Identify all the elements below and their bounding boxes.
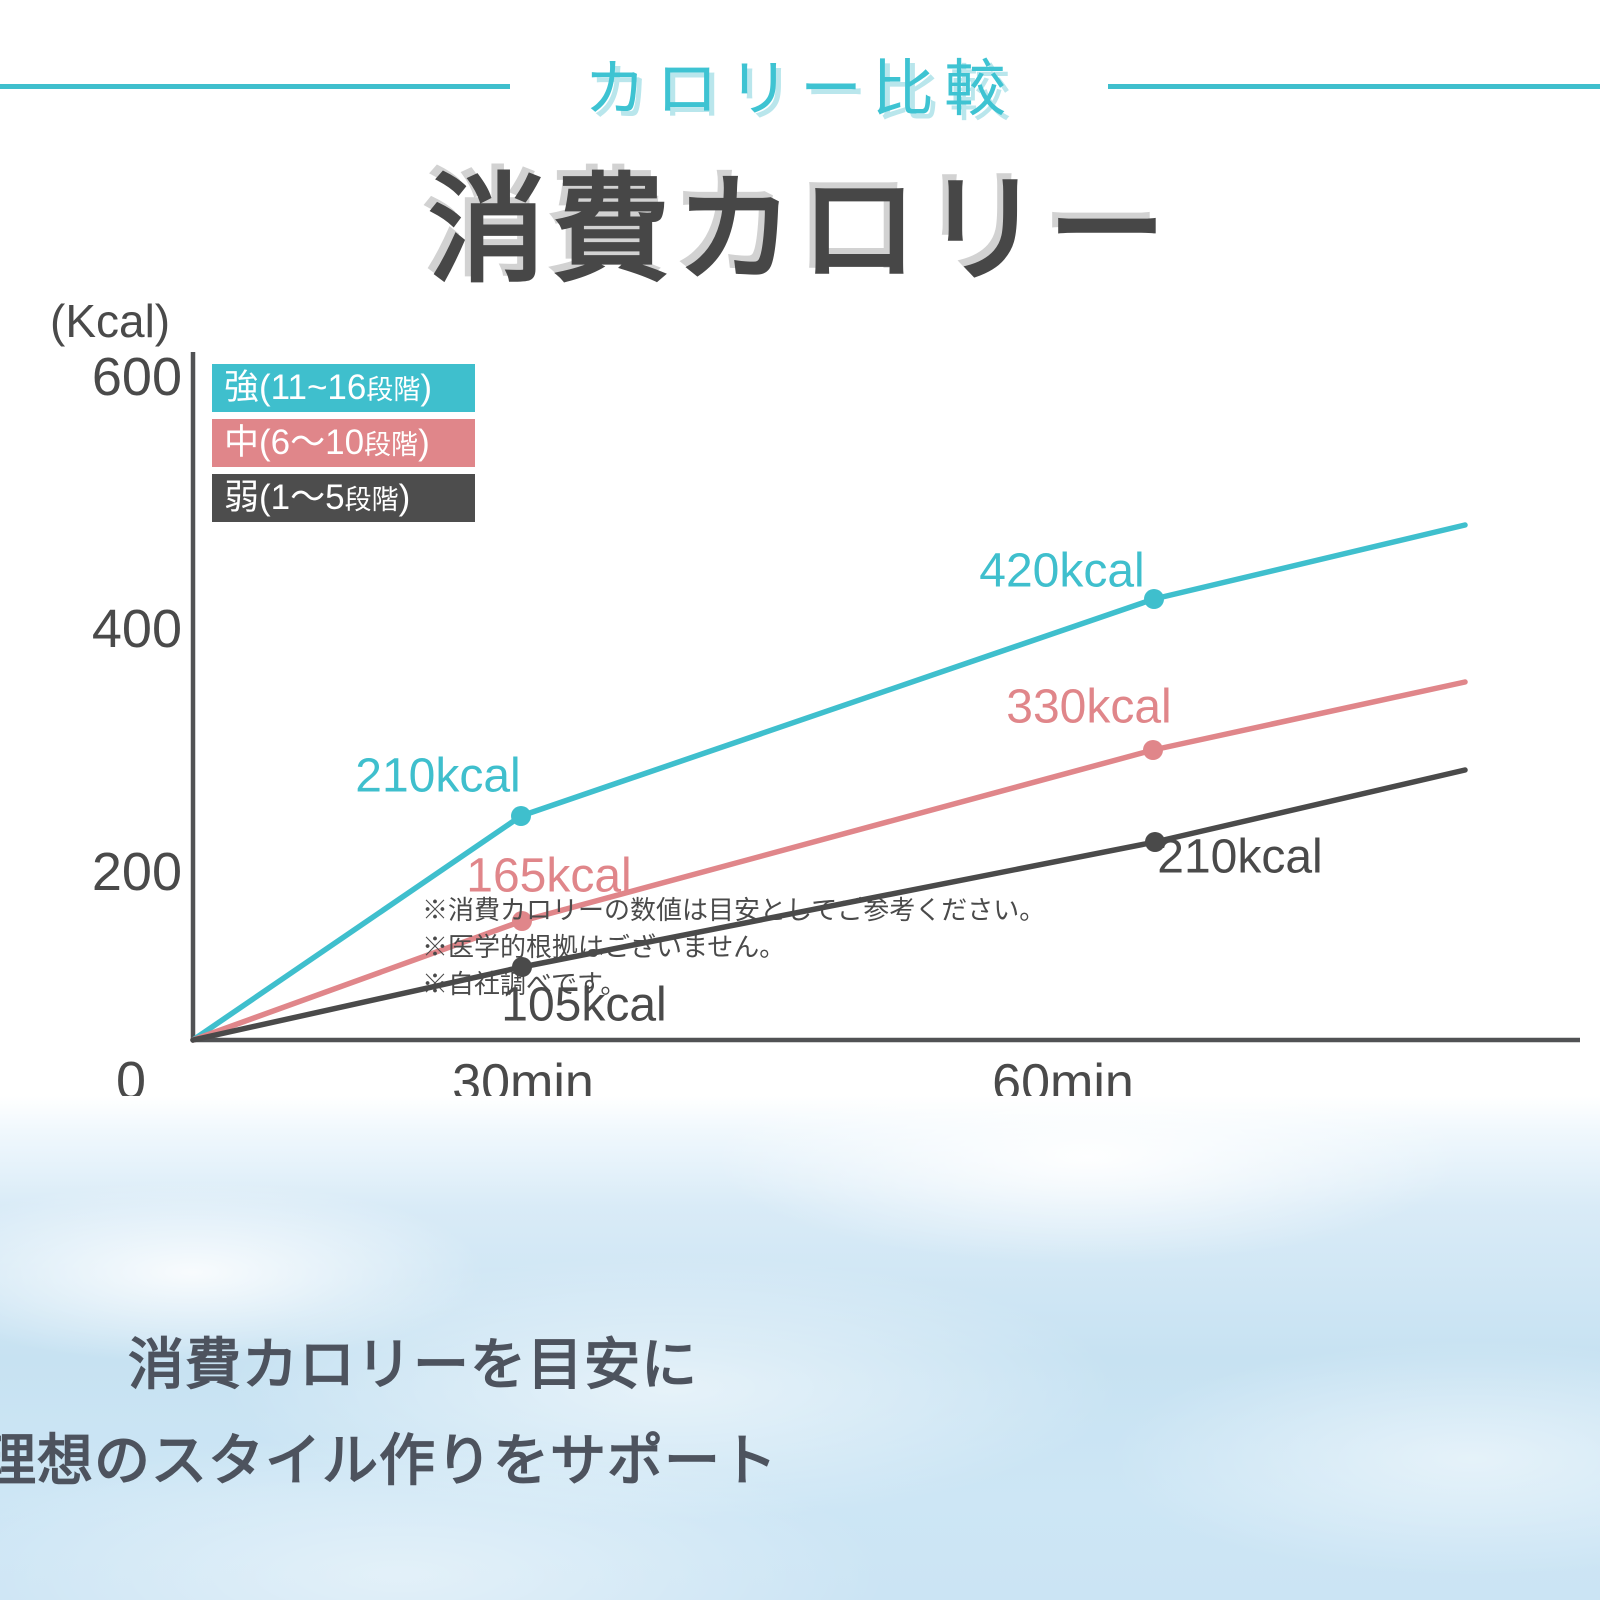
data-label: 210kcal <box>355 749 521 803</box>
legend-label-suffix: 段階 <box>366 375 421 405</box>
page-title: 消費カロリー <box>427 165 1172 297</box>
legend-label-close: ) <box>398 478 411 517</box>
disclaimer-note: ※医学的根拠はございません。 <box>422 932 786 962</box>
legend-label: 弱(1〜5 <box>224 478 345 517</box>
legend-item-strong: 強(11~16段階) <box>212 364 475 412</box>
header-divider-left <box>0 84 510 89</box>
sky-photo <box>0 1096 1600 1600</box>
data-point <box>511 806 531 826</box>
data-point <box>1144 589 1164 609</box>
y-tick-200: 200 <box>91 842 182 902</box>
legend-label: 中(6〜10 <box>224 423 365 462</box>
legend-item-weak: 弱(1〜5段階) <box>212 474 475 522</box>
disclaimer-note: ※自社調べです。 <box>422 969 627 999</box>
data-label: 105kcal <box>501 978 667 1032</box>
section-heading: カロリー比較 <box>583 55 1016 124</box>
data-label: 210kcal <box>1157 830 1323 884</box>
legend-label-suffix: 段階 <box>364 430 419 460</box>
y-tick-600: 600 <box>91 347 182 407</box>
data-label: 165kcal <box>466 849 632 903</box>
disclaimer-note: ※消費カロリーの数値は目安としてご参考ください。 <box>422 895 1046 925</box>
legend-label-close: ) <box>420 368 433 407</box>
legend-item-medium: 中(6〜10段階) <box>212 419 475 467</box>
tagline-line-1: 消費カロリーを目安に <box>128 1333 698 1396</box>
data-label: 330kcal <box>1006 680 1172 734</box>
disclaimer-notes: ※消費カロリーの数値は目安としてご参考ください。 ※医学的根拠はございません。 … <box>422 892 1045 1003</box>
tagline-line-2: 理想のスタイル作りをサポート <box>0 1429 778 1492</box>
legend-label: 強(11~16 <box>224 368 367 407</box>
y-axis-unit-label: (Kcal) <box>50 295 171 347</box>
y-tick-400: 400 <box>91 599 182 659</box>
data-point <box>1143 740 1163 760</box>
legend-label-suffix: 段階 <box>344 485 399 515</box>
legend-label-close: ) <box>418 423 430 462</box>
chart-legend: 強(11~16段階) 中(6〜10段階) 弱(1〜5段階) ※消費カロリーの数値… <box>212 364 1045 999</box>
data-label: 420kcal <box>979 544 1145 598</box>
header-divider-right <box>1108 84 1600 89</box>
